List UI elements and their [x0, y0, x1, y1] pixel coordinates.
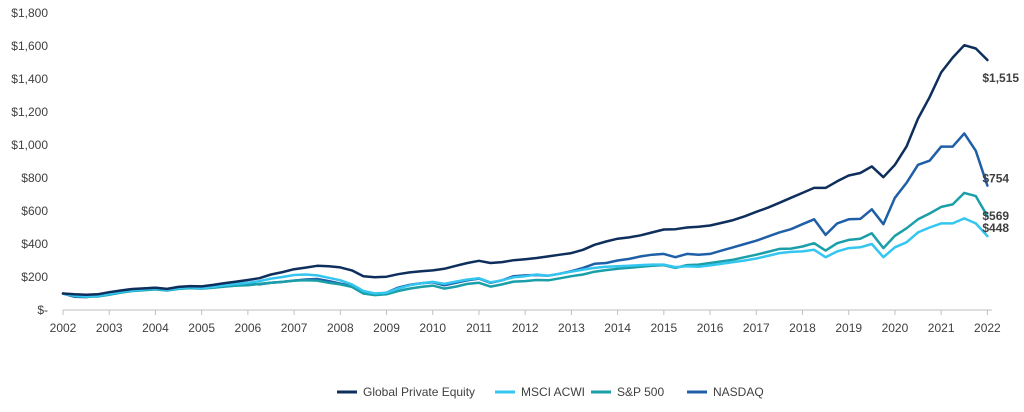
- x-tick-label: 2004: [142, 321, 169, 335]
- x-tick-label: 2007: [281, 321, 308, 335]
- x-tick-label: 2017: [743, 321, 770, 335]
- x-tick-label: 2018: [789, 321, 816, 335]
- y-tick-label: $400: [21, 237, 48, 251]
- x-tick-label: 2019: [835, 321, 862, 335]
- y-axis: $- $200 $400 $600 $800 $1,000 $1,200 $1,400 $1,6…: [11, 6, 48, 317]
- x-tick-label: 2021: [928, 321, 955, 335]
- x-tick-label: 2012: [512, 321, 539, 335]
- x-tick-label: 2020: [882, 321, 909, 335]
- x-tick-label: 2002: [50, 321, 77, 335]
- legend: Global Private Equity MSCI ACWI S&P 500 NAS…: [337, 385, 764, 399]
- y-tick-label: $800: [21, 171, 48, 185]
- y-tick-label: $1,400: [11, 72, 48, 86]
- end-label-global-private-equity: $1,515: [982, 71, 1019, 85]
- end-label-sandp-500: $569: [982, 209, 1009, 223]
- end-labels: $1,515 $754 $569$448: [982, 71, 1019, 235]
- series-line-msci-acwi: [61, 217, 989, 298]
- x-tick-label: 2011: [466, 321, 492, 335]
- x-tick-label: 2008: [327, 321, 354, 335]
- y-tick-label: $200: [21, 270, 48, 284]
- x-tick-label: 2013: [558, 321, 585, 335]
- x-tick-label: 2009: [373, 321, 400, 335]
- legend-label: NASDAQ: [713, 385, 764, 399]
- end-label-nasdaq: $754: [982, 172, 1009, 186]
- legend-label: MSCI ACWI: [521, 385, 585, 399]
- x-tick-label: 2010: [419, 321, 446, 335]
- y-tick-label: $1,800: [11, 6, 48, 20]
- legend-item-nasdaq: NASDAQ: [687, 385, 764, 399]
- legend-item-global-private-equity: Global Private Equity: [337, 385, 475, 399]
- legend-label: Global Private Equity: [363, 385, 475, 399]
- x-tick-label: 2006: [235, 321, 262, 335]
- x-tick-label: 2022: [974, 321, 1001, 335]
- series-line-global-private-equity: [61, 43, 989, 296]
- legend-item-sandp-500: S&P 500: [591, 385, 664, 399]
- legend-item-msci-acwi: MSCI ACWI: [495, 385, 585, 399]
- x-axis: 2002 2003 2004 2005 2006 2007 2008 2009 2010 2011…: [50, 309, 1001, 335]
- series-line-sandp-500: [61, 191, 989, 299]
- x-tick-label: 2014: [604, 321, 631, 335]
- end-label-msci-acwi: $448: [982, 221, 1009, 235]
- x-tick-label: 2015: [650, 321, 677, 335]
- series-lines: [61, 43, 989, 299]
- x-tick-label: 2016: [697, 321, 724, 335]
- y-tick-label: $1,600: [11, 39, 48, 53]
- series-line-nasdaq: [61, 132, 989, 299]
- x-tick-label: 2003: [96, 321, 123, 335]
- y-tick-label: $1,200: [11, 105, 48, 119]
- x-tick-label: 2005: [188, 321, 215, 335]
- y-tick-label: $1,000: [11, 138, 48, 152]
- legend-label: S&P 500: [617, 385, 664, 399]
- y-tick-label: $600: [21, 204, 48, 218]
- y-tick-label: $-: [37, 303, 48, 317]
